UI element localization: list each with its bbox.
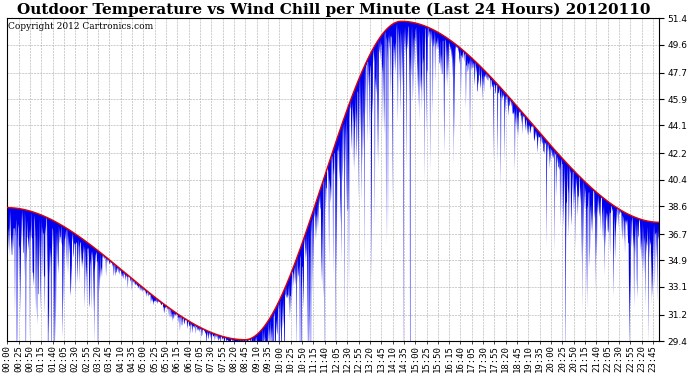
Title: Outdoor Temperature vs Wind Chill per Minute (Last 24 Hours) 20120110: Outdoor Temperature vs Wind Chill per Mi… [17, 3, 650, 17]
Text: Copyright 2012 Cartronics.com: Copyright 2012 Cartronics.com [8, 22, 153, 31]
